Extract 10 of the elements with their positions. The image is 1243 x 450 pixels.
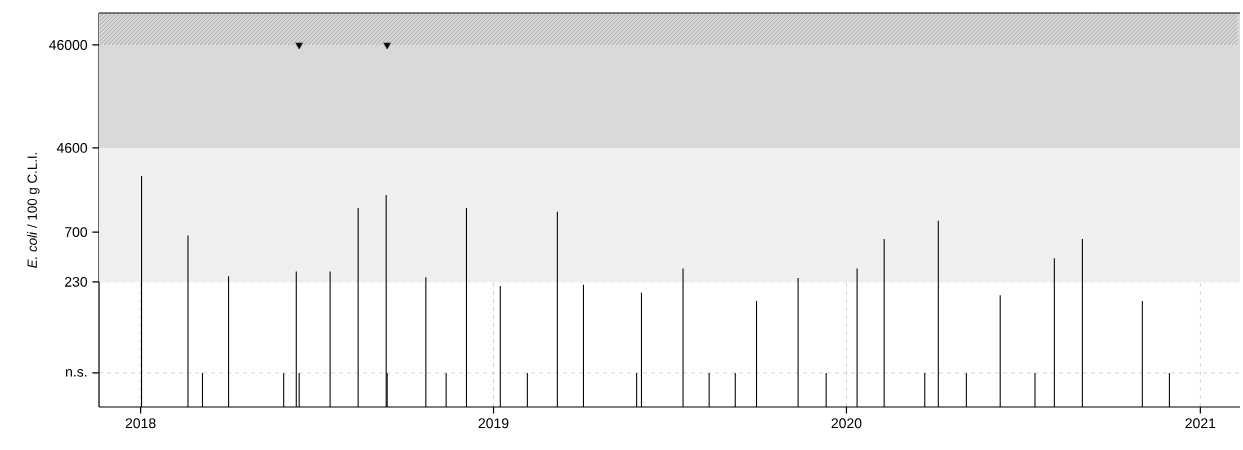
x-tick-label: 2018 <box>125 418 156 429</box>
y-tick-label: 4600 <box>56 142 88 153</box>
y-tick-label: 230 <box>65 276 88 287</box>
y-tick-label: 46000 <box>49 40 88 50</box>
x-tick-label: 2019 <box>478 418 509 429</box>
y-tick-label: 700 <box>65 227 88 238</box>
y-tick-label: n.s. <box>66 369 87 377</box>
x-tick-label: 2020 <box>831 418 862 429</box>
x-tick-label: 2021 <box>1185 418 1216 429</box>
y-axis-title: E. coli / 100 g C.L.I. <box>27 152 40 268</box>
